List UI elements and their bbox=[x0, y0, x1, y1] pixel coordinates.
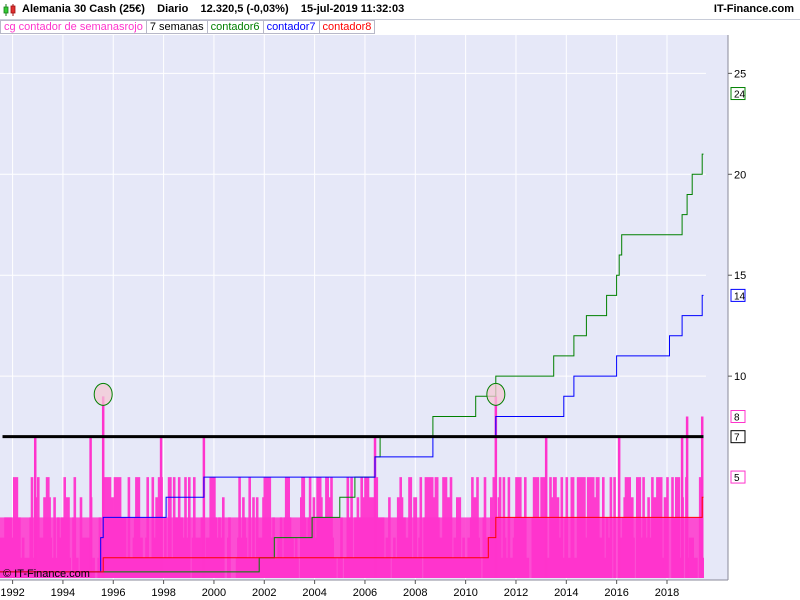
right-axis-panel bbox=[728, 35, 800, 580]
x-tick-label: 2016 bbox=[604, 587, 628, 599]
y-tick-label: 10 bbox=[734, 371, 746, 383]
value-marker-box bbox=[730, 87, 746, 101]
x-tick-label: 2010 bbox=[453, 587, 477, 599]
value-marker-box bbox=[730, 470, 746, 484]
datetime-label: 15-jul-2019 11:32:03 bbox=[300, 3, 405, 15]
candlestick-icon bbox=[3, 4, 16, 16]
highlight-circle bbox=[93, 382, 113, 406]
value-marker-label: 7 bbox=[734, 433, 740, 444]
value-marker-box bbox=[730, 288, 746, 302]
x-tick-label: 2012 bbox=[504, 587, 528, 599]
value-marker-label: 8 bbox=[734, 413, 740, 424]
highlight-markers bbox=[93, 382, 506, 406]
bottom-axis-panel bbox=[0, 580, 800, 600]
x-tick-label: 1992 bbox=[0, 587, 24, 599]
brand-label: IT-Finance.com bbox=[713, 3, 794, 15]
axes: 1992 1994 1996 1998 2000 2002 2004 2006 2008 2010… bbox=[0, 35, 746, 599]
x-tick-label: 2004 bbox=[302, 587, 326, 599]
title-bar: Alemania 30 Cash (25€) Diario 12.320,5 (… bbox=[0, 0, 800, 20]
value-marker-label: 5 bbox=[734, 473, 740, 484]
legend-item-contador7[interactable]: contador7 bbox=[262, 20, 320, 34]
x-tick-label: 2006 bbox=[353, 587, 377, 599]
x-tick-label: 2000 bbox=[202, 587, 226, 599]
indicator-legend: cg contador de semanasrojo 7 semanas con… bbox=[0, 20, 376, 34]
value-marker-label: 24 bbox=[734, 90, 746, 101]
legend-item-contador6[interactable]: contador6 bbox=[206, 20, 264, 34]
value-marker-box bbox=[730, 410, 746, 423]
x-tick-label: 2018 bbox=[655, 587, 679, 599]
chart-title: Alemania 30 Cash (25€) Diario 12.320,5 (… bbox=[22, 3, 404, 15]
x-tick-label: 1998 bbox=[151, 587, 175, 599]
x-tick-label: 2008 bbox=[403, 587, 427, 599]
value-marker-label: 14 bbox=[734, 291, 746, 302]
period-label: Diario bbox=[157, 3, 189, 15]
y-tick-label: 15 bbox=[734, 270, 746, 282]
histogram-fill bbox=[0, 517, 704, 578]
instrument-name: Alemania 30 Cash (25€) bbox=[22, 3, 145, 15]
value-marker-box bbox=[730, 430, 746, 444]
x-tick-label: 1994 bbox=[51, 587, 75, 599]
highlight-circle bbox=[486, 382, 506, 406]
x-tick-label: 1996 bbox=[101, 587, 125, 599]
y-tick-label: 20 bbox=[734, 169, 746, 181]
contador8-line bbox=[0, 496, 704, 573]
legend-item-contador8[interactable]: contador8 bbox=[318, 20, 376, 34]
x-tick-label: 2002 bbox=[252, 587, 276, 599]
y-tick-label: 25 bbox=[734, 68, 746, 80]
x-tick-label: 2014 bbox=[554, 587, 578, 599]
watermark: © IT-Finance.com bbox=[3, 568, 90, 580]
legend-item-semanasrojo[interactable]: cg contador de semanasrojo bbox=[0, 20, 147, 34]
legend-item-7-semanas[interactable]: 7 semanas bbox=[145, 20, 208, 34]
price-value: 12.320,5 (-0,03%) bbox=[200, 3, 289, 15]
